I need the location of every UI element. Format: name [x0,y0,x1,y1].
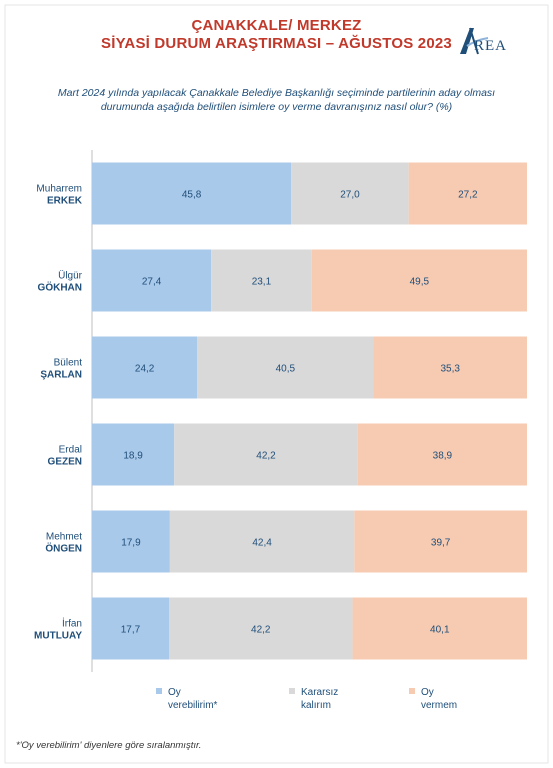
bar-value-label: 42,4 [252,538,272,549]
bar-value-label: 18,9 [123,451,143,462]
category-label-line1: Erdal [59,445,82,456]
bar-segment [169,510,355,573]
bar-segment [211,249,312,312]
bar-segment [197,336,374,399]
category-label-line2: ŞARLAN [40,370,82,381]
footnote: *'Oy verebilirim' diyenlere göre sıralan… [16,740,202,751]
bar-value-label: 35,3 [440,364,460,375]
bar-value-label: 23,1 [252,277,272,288]
bar-segment [92,336,198,399]
legend-item-oy-vermem: Oy vermem [409,686,501,712]
bar-segment [92,162,292,225]
category-label-line1: Muharrem [36,184,82,195]
category-label-line2: MUTLUAY [34,631,82,642]
page-subtitle-heading: SİYASİ DURUM ARAŞTIRMASI – AĞUSTOS 2023 [101,35,452,52]
legend-label-line1: Oy [421,687,434,698]
bar-value-label: 17,9 [121,538,141,549]
bar-segment [408,162,527,225]
category-label-line1: İrfan [62,617,82,630]
legend-swatch-oy-verebilirim [156,688,162,694]
logo-text: REA [474,38,507,54]
category-label-line2: ÖNGEN [45,542,82,555]
bar-segment [373,336,527,399]
bar-value-label: 45,8 [182,190,202,201]
legend-label-line2: kalırım [301,700,331,711]
bar-value-label: 27,0 [340,190,360,201]
bar-segment [291,162,409,225]
area-logo-icon [460,27,489,55]
legend-swatch-oy-vermem [409,688,415,694]
bar-segment [92,510,170,573]
category-label-line2: GEZEN [48,457,82,468]
question-text: Mart 2024 yılında yapılacak Çanakkale Be… [57,87,496,113]
legend-swatch-kararsiz [289,688,295,694]
legend-item-oy-verebilirim: Oy verebilirim* [156,686,248,712]
page-title: ÇANAKKALE/ MERKEZ [191,17,362,34]
bar-value-label: 40,1 [430,625,450,636]
bar-segment [92,249,212,312]
bar-segment [174,423,358,486]
bar-segment [357,423,527,486]
legend-label-line2: vermem [421,700,458,711]
category-label-line2: GÖKHAN [38,281,82,294]
legend-label-line2: verebilirim* [168,700,218,711]
legend-item-kararsiz: Kararsız kalırım [289,686,381,712]
bar-segment [311,249,527,312]
bar-value-label: 27,2 [458,190,478,201]
category-label-line2: ERKEK [47,196,83,207]
bar-segment [92,597,169,660]
bar-segment [354,510,527,573]
bar-value-label: 38,9 [433,451,453,462]
bar-value-label: 42,2 [256,451,276,462]
category-label-line1: Mehmet [46,532,82,543]
bar-value-label: 17,7 [121,625,141,636]
bar-segment [352,597,527,660]
bar-value-label: 39,7 [431,538,451,549]
bar-value-label: 42,2 [251,625,271,636]
legend-label-line1: Oy [168,687,181,698]
category-label-line1: Bülent [54,358,83,369]
bar-value-label: 49,5 [410,277,430,288]
bar-value-label: 27,4 [142,277,162,288]
bar-segment [92,423,175,486]
bar-value-label: 24,2 [135,364,155,375]
bar-value-label: 40,5 [276,364,296,375]
legend-label-line1: Kararsız [301,687,339,698]
category-label-line1: Ülgür [58,270,83,282]
bar-segment [168,597,353,660]
